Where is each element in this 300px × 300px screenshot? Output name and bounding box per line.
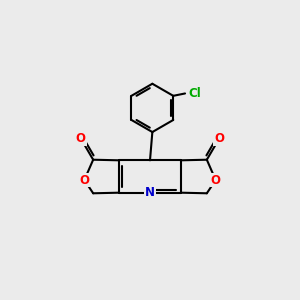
Text: O: O: [79, 173, 89, 187]
Text: Cl: Cl: [189, 87, 201, 100]
Text: N: N: [145, 186, 155, 199]
Text: O: O: [76, 132, 86, 145]
Text: O: O: [214, 132, 224, 145]
Text: O: O: [211, 173, 221, 187]
